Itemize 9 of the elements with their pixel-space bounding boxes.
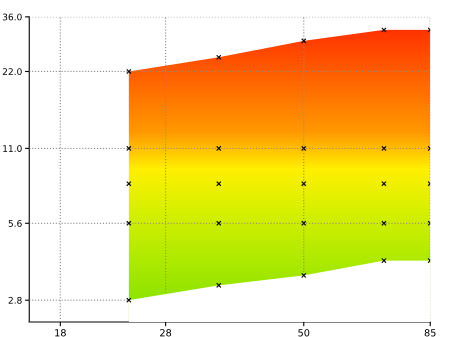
x-tick-label: 18 (55, 329, 66, 336)
y-tick-label: 36.0 (2, 14, 22, 20)
y-tick-label: 22.0 (2, 68, 22, 76)
y-tick-label: 5.6 (8, 220, 22, 227)
x-tick-label: 28 (160, 329, 172, 336)
y-tick-label: 11.0 (3, 145, 22, 152)
x-tick-label: 50 (298, 329, 310, 336)
y-tick-label: 2.8 (8, 296, 22, 304)
x-tick-label: 85 (424, 329, 436, 336)
